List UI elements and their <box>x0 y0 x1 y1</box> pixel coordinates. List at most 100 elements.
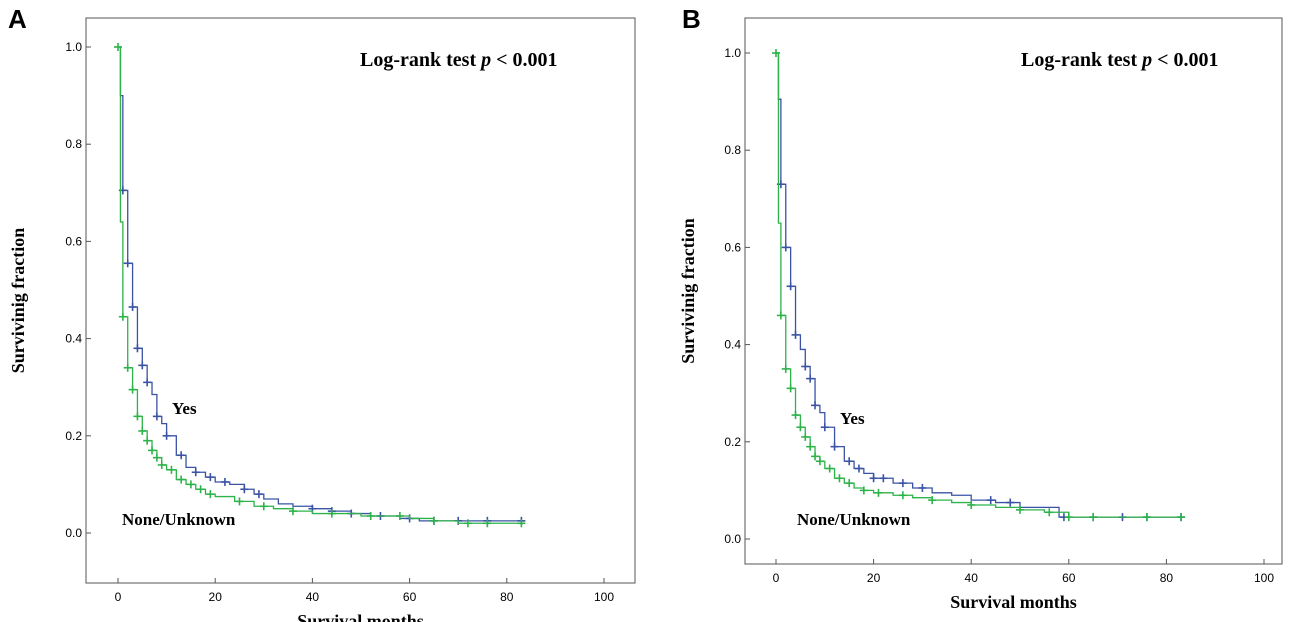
censor-mark-yes <box>786 282 795 291</box>
x-tick-label: 40 <box>306 590 320 604</box>
y-tick-label: 0.2 <box>724 435 741 449</box>
censor-mark-none-unknown <box>157 460 166 469</box>
censor-mark-none-unknown <box>967 500 976 509</box>
censor-mark-none-unknown <box>815 457 824 466</box>
y-tick-label: 1.0 <box>65 40 82 54</box>
censor-mark-none-unknown <box>235 497 244 506</box>
censor-mark-yes <box>879 474 888 483</box>
censor-mark-yes <box>806 374 815 383</box>
series-label-none-unknown: None/Unknown <box>797 510 911 529</box>
censor-mark-none-unknown <box>429 516 438 525</box>
censor-mark-none-unknown <box>1142 513 1151 522</box>
km-curve-yes <box>776 52 1182 518</box>
censor-mark-yes <box>240 485 249 494</box>
censor-mark-yes <box>869 474 878 483</box>
censor-mark-yes <box>791 330 800 339</box>
x-tick-label: 100 <box>594 590 614 604</box>
censor-mark-none-unknown <box>859 486 868 495</box>
chart-panel-b: B 0.0 0.2 0.4 0.6 0.8 1.0 0 20 40 60 80 100 Survival … <box>678 4 1283 612</box>
censor-mark-yes <box>845 457 854 466</box>
censor-mark-yes <box>162 431 171 440</box>
annotation-text: Log-rank test <box>1021 49 1142 71</box>
plot-frame <box>85 17 636 584</box>
y-axis-title: Survivinig fraction <box>8 228 28 374</box>
censor-mark-none-unknown <box>186 480 195 489</box>
censor-mark-none-unknown <box>791 411 800 420</box>
censor-mark-none-unknown <box>796 423 805 432</box>
x-tick-label: 60 <box>1062 571 1076 585</box>
censor-mark-yes <box>254 490 263 499</box>
censor-mark-none-unknown <box>128 385 137 394</box>
censor-mark-yes <box>143 378 152 387</box>
censor-mark-none-unknown <box>114 43 122 51</box>
censor-mark-none-unknown <box>786 384 795 393</box>
censor-mark-none-unknown <box>874 488 883 497</box>
panel-letter: A <box>8 4 27 34</box>
censor-mark-none-unknown <box>167 465 176 474</box>
log-rank-annotation: Log-rank test p < 0.001 <box>1021 49 1219 71</box>
annotation-p: p <box>479 49 491 71</box>
censor-mark-none-unknown <box>1177 513 1186 522</box>
censor-mark-yes <box>138 361 147 370</box>
log-rank-annotation: Log-rank test p < 0.001 <box>360 49 558 71</box>
censor-mark-none-unknown <box>288 507 297 516</box>
series-label-yes: Yes <box>840 409 865 428</box>
censor-mark-none-unknown <box>1064 513 1073 522</box>
censor-mark-none-unknown <box>811 452 820 461</box>
censor-mark-none-unknown <box>118 312 127 321</box>
censor-mark-none-unknown <box>806 442 815 451</box>
censor-mark-yes <box>152 412 161 421</box>
x-tick-label: 80 <box>1160 571 1174 585</box>
censor-mark-yes <box>830 442 839 451</box>
censor-mark-yes <box>986 496 995 505</box>
censor-mark-none-unknown <box>463 519 472 528</box>
annotation-value: < 0.001 <box>491 49 557 71</box>
x-tick-label: 0 <box>115 590 122 604</box>
y-tick-label: 0.0 <box>724 532 741 546</box>
series-label-none-unknown: None/Unknown <box>122 510 236 529</box>
x-tick-label: 80 <box>500 590 514 604</box>
x-axis-title: Survival months <box>297 611 424 622</box>
censor-mark-yes <box>123 259 132 268</box>
censor-mark-none-unknown <box>327 509 336 518</box>
censor-mark-yes <box>898 479 907 488</box>
km-curve-none-unknown <box>118 46 522 524</box>
plot-frame <box>744 17 1283 565</box>
censor-mark-yes <box>811 401 820 410</box>
y-tick-label: 0.2 <box>65 429 82 443</box>
censor-mark-none-unknown <box>801 432 810 441</box>
censor-mark-none-unknown <box>133 412 142 421</box>
censor-mark-yes <box>133 344 142 353</box>
censor-mark-none-unknown <box>772 49 780 57</box>
x-tick-label: 0 <box>773 571 780 585</box>
censor-mark-none-unknown <box>1089 513 1098 522</box>
censor-mark-yes <box>801 362 810 371</box>
censor-mark-yes <box>128 303 137 312</box>
censor-mark-yes <box>220 477 229 486</box>
x-tick-label: 20 <box>209 590 223 604</box>
km-curve-yes <box>118 46 522 522</box>
censor-mark-none-unknown <box>152 453 161 462</box>
censor-mark-yes <box>781 243 790 252</box>
censor-mark-none-unknown <box>781 364 790 373</box>
censor-mark-none-unknown <box>259 502 268 511</box>
censor-mark-none-unknown <box>845 479 854 488</box>
censor-mark-none-unknown <box>196 485 205 494</box>
censor-mark-none-unknown <box>483 519 492 528</box>
censor-mark-none-unknown <box>206 490 215 499</box>
y-tick-label: 0.0 <box>65 526 82 540</box>
censor-mark-none-unknown <box>928 496 937 505</box>
annotation-text: Log-rank test <box>360 49 481 71</box>
x-tick-label: 20 <box>867 571 881 585</box>
y-tick-label: 0.8 <box>65 137 82 151</box>
censor-mark-none-unknown <box>177 475 186 484</box>
y-tick-label: 0.4 <box>65 332 82 346</box>
censor-mark-none-unknown <box>898 491 907 500</box>
censor-mark-none-unknown <box>138 426 147 435</box>
censor-mark-none-unknown <box>366 511 375 520</box>
censor-mark-none-unknown <box>143 436 152 445</box>
censor-mark-none-unknown <box>835 474 844 483</box>
series-label-yes: Yes <box>172 399 197 418</box>
y-tick-label: 0.8 <box>724 143 741 157</box>
y-axis-title: Survivinig fraction <box>678 218 698 364</box>
